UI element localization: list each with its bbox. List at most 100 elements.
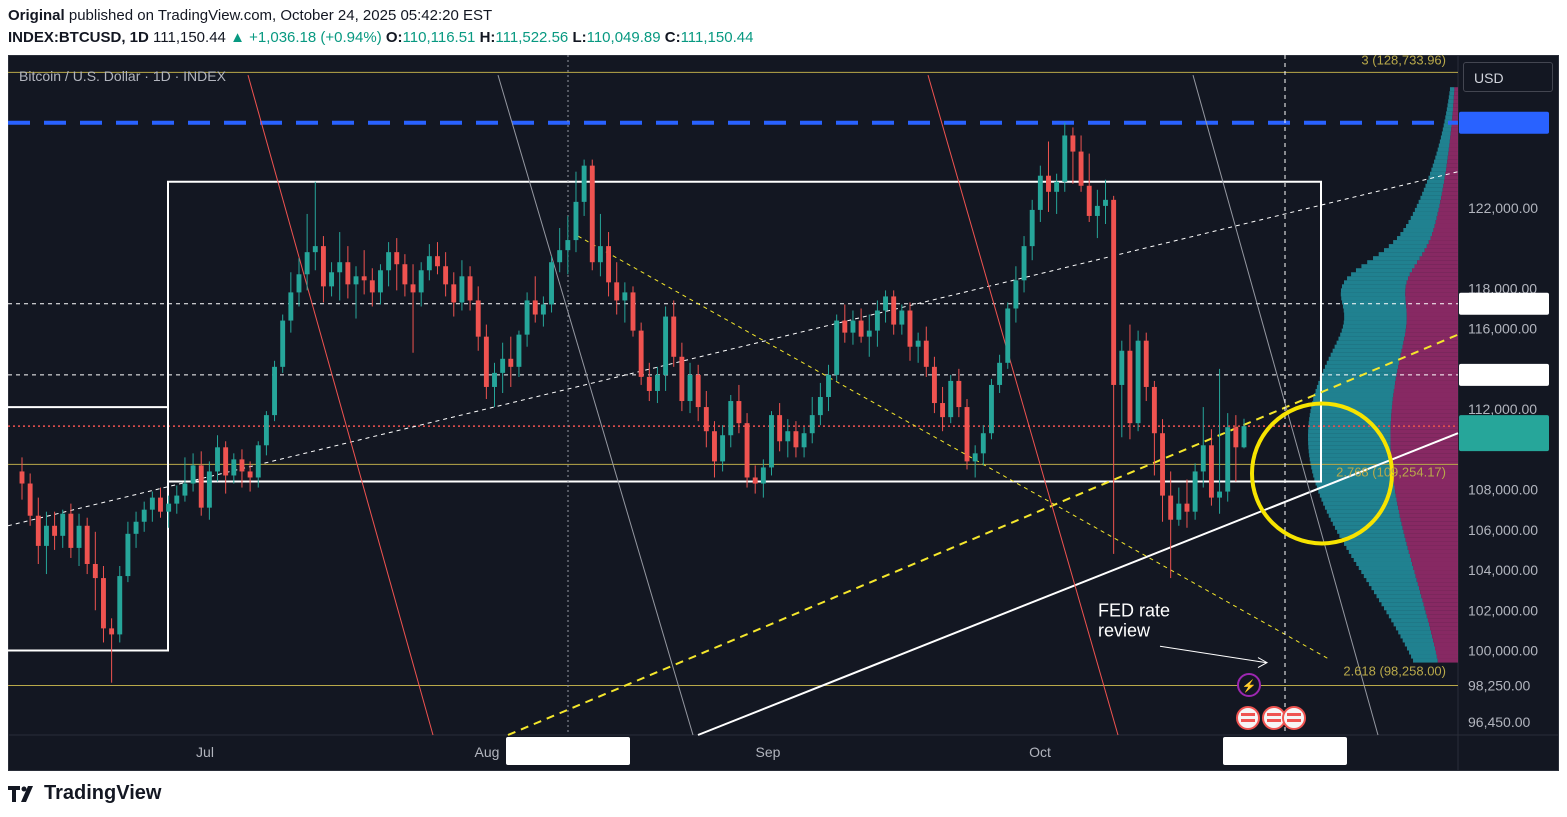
publish-info: published on TradingView.com, October 24… (64, 7, 493, 24)
volume-profile-bar (1453, 99, 1458, 104)
volume-profile-bar (1393, 388, 1458, 393)
volume-profile-bar (1332, 521, 1402, 526)
volume-profile-bar (1391, 618, 1428, 623)
candle-body (337, 262, 343, 273)
candle-body (809, 415, 815, 434)
volume-profile-bar (1411, 654, 1437, 659)
volume-profile-bar (1439, 139, 1450, 144)
candle-body (989, 384, 994, 434)
candle-body (842, 320, 848, 333)
volume-profile-bar (1446, 163, 1458, 168)
volume-profile-bar (1321, 497, 1397, 502)
volume-profile-bar (1343, 308, 1407, 313)
volume-profile-bar (1432, 163, 1447, 168)
volume-profile-bar (1418, 199, 1441, 204)
candle-body (940, 403, 946, 418)
volume-profile-bar (1405, 296, 1458, 301)
candle-body (671, 316, 677, 357)
volume-profile-bar (1351, 553, 1410, 558)
volume-profile-bar (1400, 352, 1458, 357)
volume-profile-bar (1367, 260, 1418, 265)
gray-time-line (497, 74, 694, 736)
fib-2618-label: 2.618 (98,258.00) (1343, 664, 1446, 679)
candle-body (850, 320, 856, 333)
volume-profile-bar (1427, 179, 1445, 184)
candle-body (1062, 135, 1068, 182)
price-label-bg (1459, 415, 1549, 452)
volume-profile-bar (1406, 308, 1458, 313)
note-line-1: FED rate (1098, 600, 1170, 620)
author: Original (8, 7, 65, 24)
price-label-bg (1459, 111, 1549, 134)
candle-body (744, 423, 750, 478)
candle-body (532, 300, 538, 315)
candle-body (247, 471, 253, 478)
volume-profile-bar (1308, 437, 1391, 442)
volume-profile-bar (1397, 501, 1458, 506)
volume-profile-bar (1395, 376, 1458, 381)
volume-profile-bar (1399, 356, 1458, 361)
candle-body (1241, 426, 1247, 448)
price-chart[interactable]: 3 (128,733.96) 2.768 (109,254.17) 2.618 (9… (8, 55, 1559, 771)
candle-body (43, 525, 49, 546)
volume-profile-bar (1392, 469, 1458, 474)
volume-profile-bar (1330, 517, 1401, 522)
volume-profile-bar (1428, 240, 1458, 245)
volume-profile-bar (1447, 103, 1454, 108)
volume-profile-bar (1405, 300, 1458, 305)
volume-profile-bar (1412, 561, 1458, 567)
candle-body (68, 513, 74, 548)
candle-body (451, 284, 457, 303)
volume-profile-bar (1436, 151, 1449, 156)
volume-profile-bar (1438, 143, 1450, 148)
volume-profile-bar (1390, 433, 1458, 438)
volume-profile-bar (1406, 320, 1458, 325)
volume-profile-bar (1403, 340, 1458, 345)
volume-profile-bar (1438, 207, 1458, 212)
y-tick-label: 116,000.00 (1468, 321, 1537, 337)
volume-profile-bar (1308, 449, 1391, 454)
volume-profile-bar (1336, 340, 1404, 345)
volume-profile-bar (1343, 320, 1407, 325)
volume-profile-bar (1394, 485, 1458, 490)
volume-profile-bar (1405, 328, 1458, 333)
volume-profile-bar (1341, 328, 1406, 333)
candle-body (1111, 199, 1117, 385)
candle-body (679, 356, 685, 402)
volume-profile-bar (1422, 191, 1442, 196)
currency-button[interactable]: USD (1463, 62, 1553, 92)
volume-profile-bar (1340, 288, 1406, 293)
volume-profile-bar (1310, 461, 1392, 466)
volume-profile-bar (1309, 453, 1392, 458)
candle-body (1078, 151, 1084, 186)
candle-body (907, 310, 913, 347)
volume-profile-bar (1368, 582, 1418, 587)
volume-profile-bar (1443, 183, 1458, 188)
volume-profile-bar (1404, 533, 1458, 538)
candle-body (549, 262, 554, 305)
candle-body (785, 431, 791, 442)
candle-body (149, 497, 155, 510)
tradingview-logo[interactable]: TradingView (8, 782, 161, 805)
y-tick-label: 112,000.00 (1468, 401, 1537, 417)
candle-body (1021, 246, 1027, 281)
candle-body (239, 459, 245, 472)
volume-profile-bar (1426, 244, 1458, 249)
volume-profile-bar (1447, 155, 1458, 160)
volume-profile-bar (1453, 95, 1458, 100)
up-arrow-icon: ▲ (230, 29, 245, 46)
volume-profile-bar (1315, 388, 1394, 393)
volume-profile-bar (1454, 87, 1458, 92)
volume-profile-bar (1395, 626, 1431, 631)
volume-profile-bar (1444, 179, 1458, 184)
gray-time-line (1192, 74, 1379, 736)
volume-profile-bar (1448, 95, 1454, 100)
y-tick-label: 98,250.00 (1468, 678, 1530, 694)
volume-profile-bar (1430, 626, 1458, 631)
price-axis (1459, 111, 1549, 452)
volume-profile-bar (1434, 642, 1458, 647)
fib-2768-label: 2.768 (109,254.17) (1336, 464, 1446, 479)
us-flag-stripe (1287, 719, 1301, 722)
red-time-line (247, 74, 434, 736)
candle-body (190, 465, 196, 484)
